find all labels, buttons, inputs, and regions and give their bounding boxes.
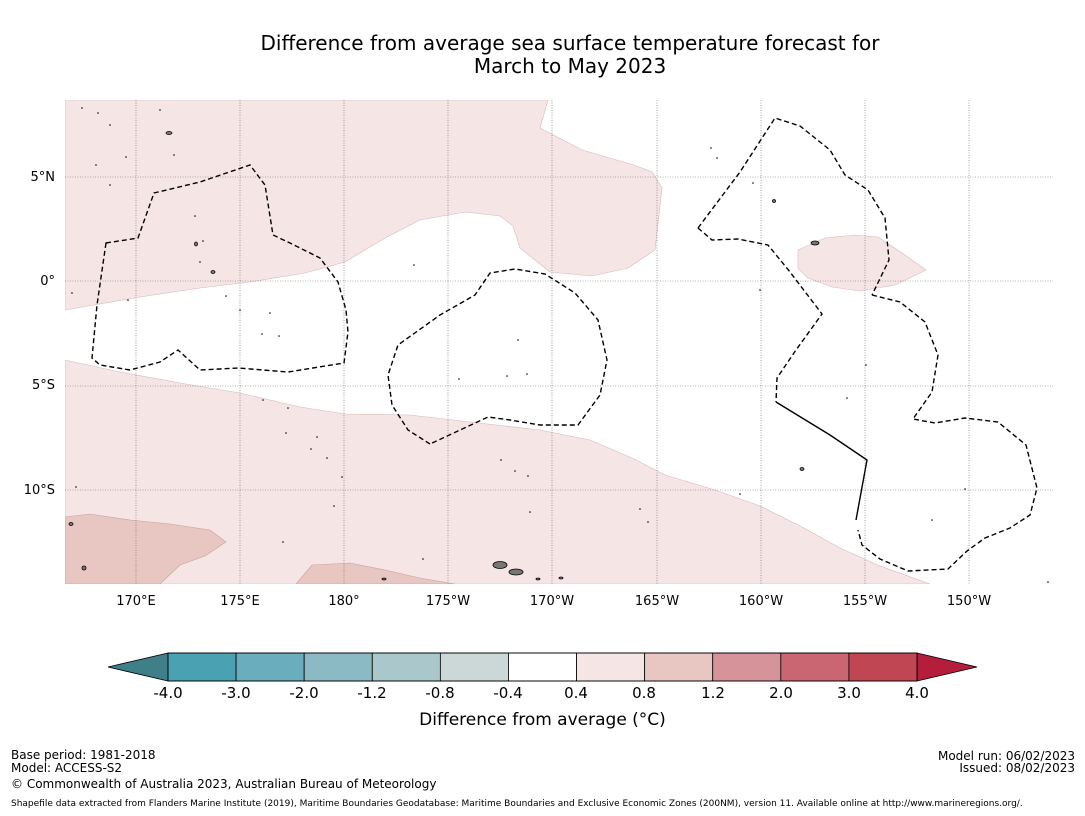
footer-base-period: Base period: 1981-2018 [11, 748, 156, 762]
footer-copyright: © Commonwealth of Australia 2023, Austra… [11, 777, 437, 791]
lat-label-5n: 5°N [30, 170, 56, 185]
warm-region-northwest [65, 100, 663, 311]
lon-label-150w: 150°W [946, 594, 992, 609]
colorbar-high-extension [916, 652, 978, 682]
warm-region-south [65, 359, 931, 584]
colorbar-tick: -0.8 [425, 684, 455, 702]
eez-boundary-west [91, 164, 349, 373]
eez-boundary-solid [775, 401, 868, 521]
lon-label-170e: 170°E [116, 594, 156, 609]
colorbar-tick: 4.0 [905, 684, 929, 702]
colorbar-bin [235, 652, 305, 682]
lon-label-175e: 175°E [220, 594, 260, 609]
colorbar-tick: -0.4 [493, 684, 523, 702]
colorbar-bin [576, 652, 646, 682]
colorbar-bin [371, 652, 441, 682]
colorbar [107, 652, 978, 682]
colorbar-bin [780, 652, 850, 682]
warm-region-east [797, 234, 927, 292]
footer-model: Model: ACCESS-S2 [11, 761, 123, 775]
eez-boundary-central [387, 268, 608, 445]
colorbar-tick: 2.0 [769, 684, 793, 702]
colorbar-bin [712, 652, 782, 682]
colorbar-tick: -3.0 [221, 684, 251, 702]
graticule [65, 100, 1053, 584]
islands [68, 131, 820, 581]
colorbar-tick: -4.0 [153, 684, 183, 702]
lat-label-10s: 10°S [23, 483, 55, 498]
warmer-region-south-central [295, 562, 456, 584]
lon-label-180: 180° [328, 594, 360, 609]
warmer-region-southwest [65, 513, 227, 584]
footer-source: Shapefile data extracted from Flanders M… [11, 799, 1023, 809]
colorbar-tick: -2.0 [289, 684, 319, 702]
map-title-line-1: Difference from average sea surface temp… [260, 31, 880, 55]
lat-label-equator: 0° [40, 274, 55, 289]
colorbar-tick: 3.0 [837, 684, 861, 702]
footer-model-run: Model run: 06/02/2023 [937, 749, 1075, 763]
map-title-line-2: March to May 2023 [473, 54, 667, 78]
colorbar-tick: -1.2 [357, 684, 387, 702]
colorbar-bin [439, 652, 509, 682]
lon-label-160w: 160°W [738, 594, 784, 609]
colorbar-tick: 0.4 [564, 684, 588, 702]
lon-label-155w: 155°W [842, 594, 888, 609]
lat-label-5s: 5°S [31, 378, 55, 393]
colorbar-tick: 1.2 [701, 684, 725, 702]
footer-issued: Issued: 08/02/2023 [959, 761, 1075, 775]
colorbar-low-extension [107, 652, 169, 682]
lon-label-175w: 175°W [425, 594, 471, 609]
sst-anomaly-field [65, 100, 1053, 584]
colorbar-bin [167, 652, 237, 682]
colorbar-bin [303, 652, 373, 682]
colorbar-label: Difference from average (°C) [419, 710, 666, 730]
colorbar-tick: 0.8 [632, 684, 656, 702]
lon-label-170w: 170°W [529, 594, 575, 609]
lon-label-165w: 165°W [634, 594, 680, 609]
colorbar-bin [508, 652, 577, 682]
eez-boundaries [91, 117, 1038, 572]
island-dots [71, 107, 1049, 583]
colorbar-bin [848, 652, 918, 682]
eez-boundary-east-inner [697, 227, 823, 403]
colorbar-bin [644, 652, 714, 682]
